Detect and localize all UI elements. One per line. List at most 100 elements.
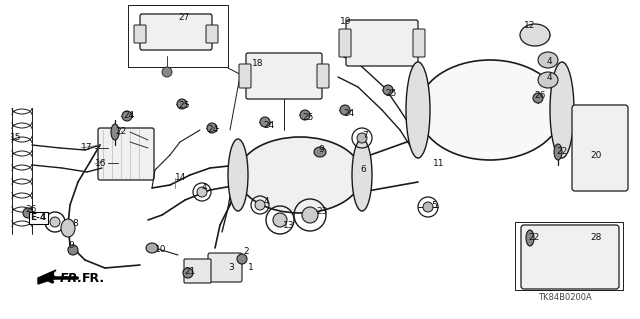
Ellipse shape xyxy=(50,217,60,227)
FancyBboxPatch shape xyxy=(206,25,218,43)
Text: 24: 24 xyxy=(343,108,355,117)
Ellipse shape xyxy=(383,85,393,95)
Text: TK84B0200A: TK84B0200A xyxy=(538,293,592,302)
Ellipse shape xyxy=(526,230,534,246)
Text: 19: 19 xyxy=(340,18,351,26)
Text: 17: 17 xyxy=(81,144,93,152)
Bar xyxy=(154,18,163,46)
Text: 25: 25 xyxy=(385,88,396,98)
Bar xyxy=(128,5,228,67)
Bar xyxy=(165,18,174,46)
Text: 23: 23 xyxy=(316,207,328,217)
Ellipse shape xyxy=(111,124,119,140)
Ellipse shape xyxy=(554,144,562,160)
Text: 22: 22 xyxy=(528,234,540,242)
Ellipse shape xyxy=(520,24,550,46)
Text: FR.: FR. xyxy=(60,271,83,285)
Ellipse shape xyxy=(538,52,558,68)
Text: 12: 12 xyxy=(524,20,536,29)
Ellipse shape xyxy=(146,243,158,253)
Ellipse shape xyxy=(302,207,318,223)
Text: 4: 4 xyxy=(264,197,269,206)
Ellipse shape xyxy=(423,202,433,212)
Text: 1: 1 xyxy=(248,263,253,271)
Text: 8: 8 xyxy=(72,219,77,228)
Ellipse shape xyxy=(260,117,270,127)
FancyBboxPatch shape xyxy=(98,128,154,180)
Ellipse shape xyxy=(23,208,33,218)
Ellipse shape xyxy=(550,62,574,158)
Text: 28: 28 xyxy=(590,234,602,242)
Ellipse shape xyxy=(197,187,207,197)
Text: 4: 4 xyxy=(547,73,552,83)
Bar xyxy=(198,18,207,46)
Text: 3: 3 xyxy=(228,263,234,272)
Ellipse shape xyxy=(237,254,247,264)
Text: 14: 14 xyxy=(175,174,186,182)
Polygon shape xyxy=(38,270,56,284)
Text: 13: 13 xyxy=(283,220,294,229)
Text: 21: 21 xyxy=(184,268,195,277)
Ellipse shape xyxy=(183,268,193,278)
Text: 9: 9 xyxy=(68,241,74,250)
Text: 27: 27 xyxy=(178,13,189,23)
Text: 25: 25 xyxy=(178,101,189,110)
Ellipse shape xyxy=(300,110,310,120)
Ellipse shape xyxy=(533,93,543,103)
Ellipse shape xyxy=(273,213,287,227)
Text: 25: 25 xyxy=(302,114,314,122)
FancyBboxPatch shape xyxy=(239,64,251,88)
Text: 24: 24 xyxy=(123,112,134,121)
FancyBboxPatch shape xyxy=(339,29,351,57)
Text: 2: 2 xyxy=(243,248,248,256)
Ellipse shape xyxy=(406,62,430,158)
Text: 4: 4 xyxy=(202,183,207,192)
Text: 26: 26 xyxy=(534,91,545,100)
FancyBboxPatch shape xyxy=(140,14,212,50)
Text: 15: 15 xyxy=(10,133,22,143)
Text: 11: 11 xyxy=(433,159,445,167)
Text: E-4: E-4 xyxy=(30,213,46,222)
FancyBboxPatch shape xyxy=(346,20,418,66)
Text: 16: 16 xyxy=(95,160,106,168)
FancyBboxPatch shape xyxy=(184,259,211,283)
Ellipse shape xyxy=(538,72,558,88)
Ellipse shape xyxy=(314,147,326,157)
Ellipse shape xyxy=(255,200,265,210)
Bar xyxy=(143,18,152,46)
Text: 7: 7 xyxy=(362,131,368,140)
Ellipse shape xyxy=(61,219,75,237)
FancyBboxPatch shape xyxy=(208,253,242,282)
Text: 6: 6 xyxy=(360,165,365,174)
FancyBboxPatch shape xyxy=(413,29,425,57)
Ellipse shape xyxy=(122,111,132,121)
Ellipse shape xyxy=(352,139,372,211)
Ellipse shape xyxy=(162,67,172,77)
Bar xyxy=(515,222,623,290)
Bar xyxy=(176,18,185,46)
Text: 9: 9 xyxy=(318,145,324,154)
FancyBboxPatch shape xyxy=(572,105,628,191)
Text: 22: 22 xyxy=(115,128,126,137)
Text: 22: 22 xyxy=(556,147,567,157)
Text: 5: 5 xyxy=(431,201,436,210)
Text: 4: 4 xyxy=(547,57,552,66)
Ellipse shape xyxy=(418,60,562,160)
Ellipse shape xyxy=(68,245,78,255)
FancyBboxPatch shape xyxy=(317,64,329,88)
Text: 10: 10 xyxy=(155,246,166,255)
Ellipse shape xyxy=(340,105,350,115)
FancyBboxPatch shape xyxy=(134,25,146,43)
Ellipse shape xyxy=(228,139,248,211)
Text: 26: 26 xyxy=(25,205,36,214)
Bar xyxy=(187,18,196,46)
Text: 18: 18 xyxy=(252,58,264,68)
FancyBboxPatch shape xyxy=(246,53,322,99)
Text: 20: 20 xyxy=(590,151,602,160)
Ellipse shape xyxy=(238,137,362,213)
FancyBboxPatch shape xyxy=(521,225,619,289)
Text: FR.: FR. xyxy=(82,271,105,285)
Ellipse shape xyxy=(207,123,217,133)
Ellipse shape xyxy=(357,133,367,143)
Ellipse shape xyxy=(177,99,187,109)
